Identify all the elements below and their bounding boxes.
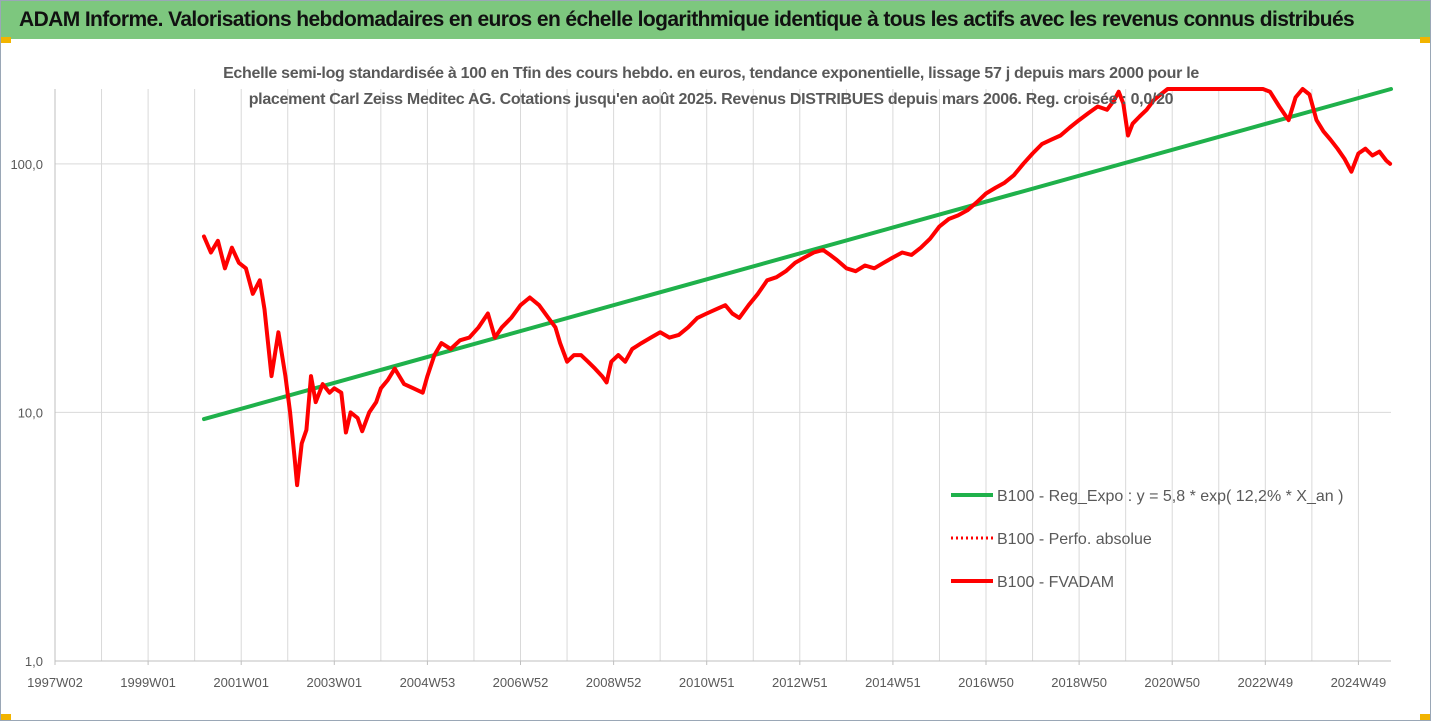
x-tick-label: 2020W50 bbox=[1144, 675, 1200, 690]
chart-title-line-2: placement Carl Zeiss Meditec AG. Cotatio… bbox=[248, 91, 1174, 108]
y-tick-label: 1,0 bbox=[25, 654, 43, 669]
corner-marker bbox=[1420, 714, 1430, 720]
x-tick-label: 2022W49 bbox=[1237, 675, 1293, 690]
x-tick-label: 2024W49 bbox=[1331, 675, 1387, 690]
series bbox=[202, 87, 1393, 488]
corner-marker bbox=[1, 37, 11, 43]
axes: 1,0 10,0 100,0 1997W02 1999W01 2001W01 2003W01… bbox=[10, 89, 1391, 690]
price-line bbox=[202, 87, 1393, 488]
x-tick-label: 1999W01 bbox=[120, 675, 176, 690]
legend: B100 - Reg_Expo : y = 5,8 * exp( 12,2% *… bbox=[951, 488, 1343, 591]
x-tick-label: 1997W02 bbox=[27, 675, 83, 690]
trend-line bbox=[202, 87, 1393, 422]
y-tick-label: 10,0 bbox=[18, 405, 43, 420]
x-tick-label: 2014W51 bbox=[865, 675, 921, 690]
chart-title-line-1: Echelle semi-log standardisée à 100 en T… bbox=[223, 65, 1199, 82]
gridlines bbox=[54, 89, 1391, 662]
corner-marker bbox=[1, 714, 11, 720]
x-tick-label: 2012W51 bbox=[772, 675, 828, 690]
legend-label: B100 - FVADAM bbox=[997, 574, 1114, 591]
x-tick-label: 2010W51 bbox=[679, 675, 735, 690]
legend-label: B100 - Reg_Expo : y = 5,8 * exp( 12,2% *… bbox=[997, 488, 1343, 505]
report-title: ADAM Informe. Valorisations hebdomadaire… bbox=[19, 8, 1355, 31]
x-tick-label: 2016W50 bbox=[958, 675, 1014, 690]
x-tick-label: 2004W53 bbox=[400, 675, 456, 690]
x-tick-label: 2001W01 bbox=[213, 675, 269, 690]
chart-title: Echelle semi-log standardisée à 100 en T… bbox=[161, 61, 1261, 113]
x-tick-label: 2008W52 bbox=[586, 675, 642, 690]
legend-label: B100 - Perfo. absolue bbox=[997, 531, 1152, 548]
report-banner: ADAM Informe. Valorisations hebdomadaire… bbox=[1, 1, 1430, 39]
x-tick-label: 2018W50 bbox=[1051, 675, 1107, 690]
x-tick-label: 2006W52 bbox=[493, 675, 549, 690]
corner-marker bbox=[1420, 37, 1430, 43]
x-tick-label: 2003W01 bbox=[306, 675, 362, 690]
y-tick-label: 100,0 bbox=[10, 157, 43, 172]
